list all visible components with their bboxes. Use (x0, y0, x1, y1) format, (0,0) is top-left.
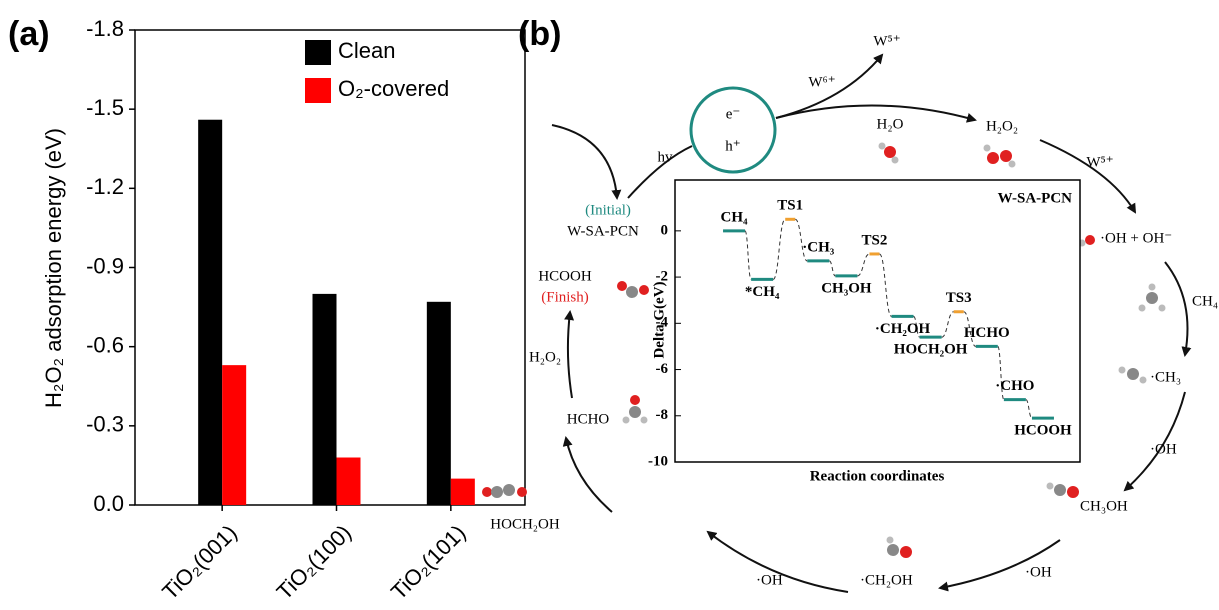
legend-swatch (305, 78, 331, 103)
level-label: HOCH₂OH (894, 342, 968, 358)
y-tick-label: -1.5 (86, 95, 124, 120)
level-label: CH₃OH (821, 280, 872, 296)
y-tick-label: -1.2 (86, 174, 124, 199)
label: CH₃OH (1080, 498, 1128, 514)
legend-label: O₂-covered (338, 76, 449, 101)
label: (Finish) (541, 289, 589, 305)
level-label: TS3 (946, 290, 972, 306)
level-label: TS2 (862, 232, 888, 248)
x-axis-label: Reaction coordinates (810, 468, 945, 484)
label: H₂O₂ (986, 118, 1018, 134)
figure: (a) (b) H₂O₂ adsorption energy (eV) e⁻ h… (0, 0, 1219, 610)
label: W⁵⁺ (1086, 154, 1113, 170)
inset-title: W-SA-PCN (998, 190, 1073, 206)
label: W⁶⁺ (808, 74, 835, 90)
label: h⁺ (725, 138, 740, 154)
label: ·CH₃ (1150, 369, 1181, 385)
label: hv (658, 149, 674, 165)
level-label: CH₄ (721, 209, 749, 225)
x-tick-label: TiO₂(101) (386, 520, 471, 605)
level-label: HCOOH (1014, 423, 1072, 439)
label: ·OH (756, 572, 783, 588)
level-label: ·CHO (995, 378, 1034, 394)
label: HCOOH (538, 268, 592, 284)
y-tick-label: -1.8 (86, 16, 124, 41)
label: ·OH (1150, 441, 1177, 457)
x-tick-label: TiO₂(100) (272, 520, 357, 605)
label: ·OH + OH⁻ (1100, 230, 1172, 246)
y-tick-label: -2 (656, 269, 669, 285)
photocatalyst-circle (691, 88, 775, 172)
legend-swatch (305, 40, 331, 65)
label: W-SA-PCN (567, 223, 639, 239)
y-tick-label: -4 (656, 315, 669, 331)
legend-label: Clean (338, 38, 395, 63)
label: H₂O (877, 116, 904, 132)
bar (198, 120, 222, 505)
level-label: ·CH₂OH (875, 321, 931, 337)
x-tick-label: TiO₂(001) (157, 520, 242, 605)
label: H₂O₂ (529, 349, 561, 365)
y-tick-label: 0.0 (93, 491, 124, 516)
level-label: ·CH₃ (802, 239, 835, 255)
bar (451, 479, 475, 505)
y-tick-label: -0.6 (86, 332, 124, 357)
label: ·OH (1025, 564, 1052, 580)
y-axis-label: H₂O₂ adsorption energy (eV) (41, 128, 66, 408)
y-tick-label: 0 (661, 222, 669, 238)
bar (337, 458, 361, 506)
bar (427, 302, 451, 505)
y-tick-label: -10 (648, 453, 668, 469)
label: ·CH₂OH (860, 572, 913, 588)
y-tick-label: -8 (656, 407, 669, 423)
panel-label: (a) (8, 15, 50, 53)
level-label: *CH₄ (745, 284, 780, 300)
label: CH₄ (1192, 293, 1218, 309)
bar (222, 365, 246, 505)
y-tick-label: -0.3 (86, 412, 124, 437)
level-label: TS1 (777, 198, 803, 214)
label: HCHO (567, 411, 610, 427)
label: (Initial) (585, 202, 631, 218)
label: e⁻ (726, 106, 741, 122)
y-tick-label: -6 (656, 361, 669, 377)
level-label: HCHO (964, 325, 1010, 341)
label: W⁵⁺ (873, 33, 900, 49)
label: HOCH₂OH (490, 516, 560, 532)
bar (313, 294, 337, 505)
y-tick-label: -0.9 (86, 253, 124, 278)
